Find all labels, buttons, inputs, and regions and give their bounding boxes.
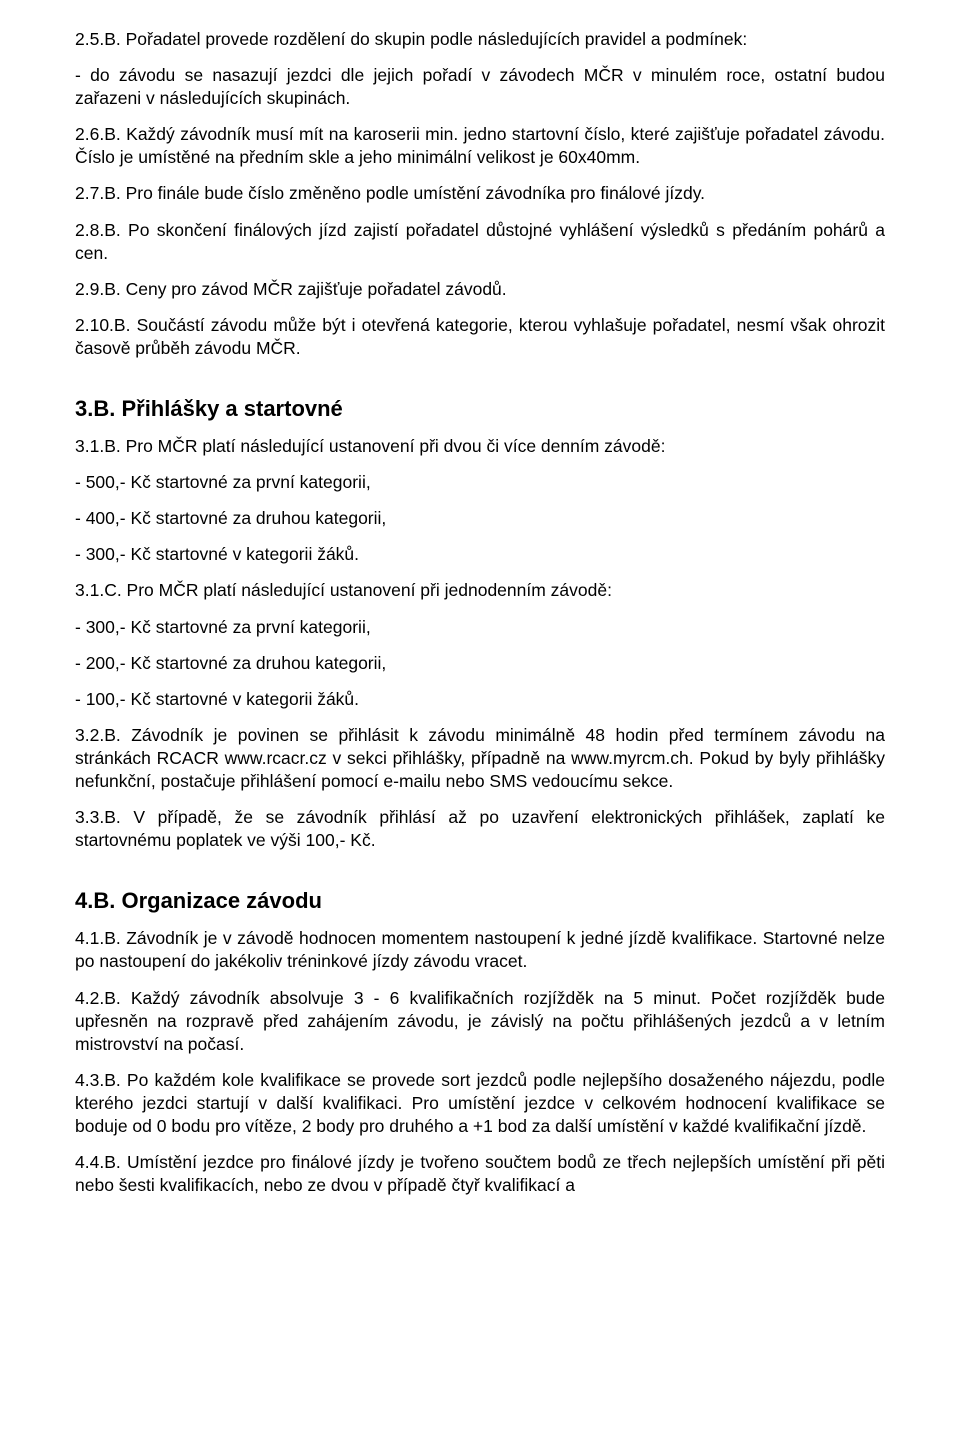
rule-4-2-b: 4.2.B. Každý závodník absolvuje 3 - 6 kv…	[75, 987, 885, 1056]
rule-3-3-b: 3.3.B. V případě, že se závodník přihlás…	[75, 806, 885, 852]
rule-3-1-c-intro: 3.1.C. Pro MČR platí následující ustanov…	[75, 579, 885, 602]
rule-3-2-b: 3.2.B. Závodník je povinen se přihlásit …	[75, 724, 885, 793]
rule-4-3-b: 4.3.B. Po každém kole kvalifikace se pro…	[75, 1069, 885, 1138]
rule-4-4-b: 4.4.B. Umístění jezdce pro finálové jízd…	[75, 1151, 885, 1197]
rule-3-1-c-item3: - 100,- Kč startovné v kategorii žáků.	[75, 688, 885, 711]
rule-2-7-b: 2.7.B. Pro finále bude číslo změněno pod…	[75, 182, 885, 205]
rule-2-10-b: 2.10.B. Součástí závodu může být i otevř…	[75, 314, 885, 360]
rule-4-1-b: 4.1.B. Závodník je v závodě hodnocen mom…	[75, 927, 885, 973]
rule-3-1-b-item2: - 400,- Kč startovné za druhou kategorii…	[75, 507, 885, 530]
rule-2-6-b: 2.6.B. Každý závodník musí mít na karose…	[75, 123, 885, 169]
rule-3-1-b-item3: - 300,- Kč startovné v kategorii žáků.	[75, 543, 885, 566]
rule-2-9-b: 2.9.B. Ceny pro závod MČR zajišťuje pořa…	[75, 278, 885, 301]
section-3b-heading: 3.B. Přihlášky a startovné	[75, 394, 885, 423]
rule-3-1-c-item2: - 200,- Kč startovné za druhou kategorii…	[75, 652, 885, 675]
rule-2-5-b-intro: 2.5.B. Pořadatel provede rozdělení do sk…	[75, 28, 885, 51]
rule-3-1-b-intro: 3.1.B. Pro MČR platí následující ustanov…	[75, 435, 885, 458]
section-4b-heading: 4.B. Organizace závodu	[75, 886, 885, 915]
rule-3-1-b-item1: - 500,- Kč startovné za první kategorii,	[75, 471, 885, 494]
rule-2-5-b-bullet: - do závodu se nasazují jezdci dle jejic…	[75, 64, 885, 110]
rule-3-1-c-item1: - 300,- Kč startovné za první kategorii,	[75, 616, 885, 639]
rule-2-8-b: 2.8.B. Po skončení finálových jízd zajis…	[75, 219, 885, 265]
